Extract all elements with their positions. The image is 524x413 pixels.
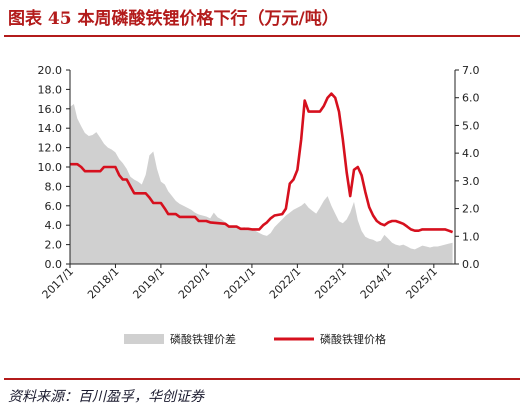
right-tick-label: 7.0 (462, 64, 480, 77)
x-tick-label: 2019/1 (130, 265, 167, 302)
right-tick-label: 0.0 (462, 258, 480, 271)
x-tick-label: 2020/1 (176, 265, 213, 302)
left-tick-label: 10.0 (38, 161, 63, 174)
legend-label-price: 磷酸铁锂价格 (320, 332, 386, 346)
x-tick-label: 2025/1 (403, 265, 440, 302)
right-tick-label: 1.0 (462, 230, 480, 243)
left-tick-label: 16.0 (38, 103, 63, 116)
left-tick-label: 2.0 (45, 239, 63, 252)
left-tick-label: 12.0 (38, 142, 63, 155)
chart-legend: 磷酸铁锂价差 磷酸铁锂价格 (124, 332, 386, 346)
x-tick-label: 2022/1 (267, 265, 304, 302)
right-tick-label: 4.0 (462, 147, 480, 160)
price-line-series (70, 92, 454, 234)
right-tick-label: 6.0 (462, 92, 480, 105)
x-tick-label: 2021/1 (221, 265, 258, 302)
x-tick-label: 2024/1 (358, 265, 395, 302)
left-tick-label: 8.0 (45, 180, 63, 193)
x-tick-label: 2018/1 (85, 265, 122, 302)
right-tick-label: 2.0 (462, 203, 480, 216)
left-tick-label: 0.0 (45, 258, 63, 271)
right-tick-label: 5.0 (462, 119, 480, 132)
source-rule (4, 378, 520, 380)
left-tick-label: 20.0 (38, 64, 63, 77)
title-underline (4, 35, 520, 37)
price-line (70, 92, 454, 234)
left-tick-label: 6.0 (45, 200, 63, 213)
x-tick-label: 2023/1 (312, 265, 349, 302)
spread-area (70, 104, 453, 264)
legend-swatch-spread (124, 334, 164, 344)
source-note: 资料来源：百川盈孚，华创证券 (8, 389, 204, 405)
left-tick-label: 18.0 (38, 83, 63, 96)
right-tick-label: 3.0 (462, 175, 480, 188)
right-y-axis: 0.0 1.0 2.0 3.0 4.0 5.0 6.0 7.0 (455, 64, 480, 271)
x-axis: 2017/1 2018/1 2019/1 2020/1 2021/1 2022/1 2023… (40, 264, 440, 301)
left-tick-label: 4.0 (45, 219, 63, 232)
spread-area-series (70, 104, 453, 264)
left-tick-label: 14.0 (38, 122, 63, 135)
chart-title: 图表 45 本周磷酸铁锂价格下行（万元/吨） (8, 9, 339, 29)
legend-label-spread: 磷酸铁锂价差 (170, 332, 236, 346)
left-y-axis: 0.0 2.0 4.0 6.0 8.0 10.0 12.0 14.0 16.0 18.0 20.0 (38, 64, 70, 271)
